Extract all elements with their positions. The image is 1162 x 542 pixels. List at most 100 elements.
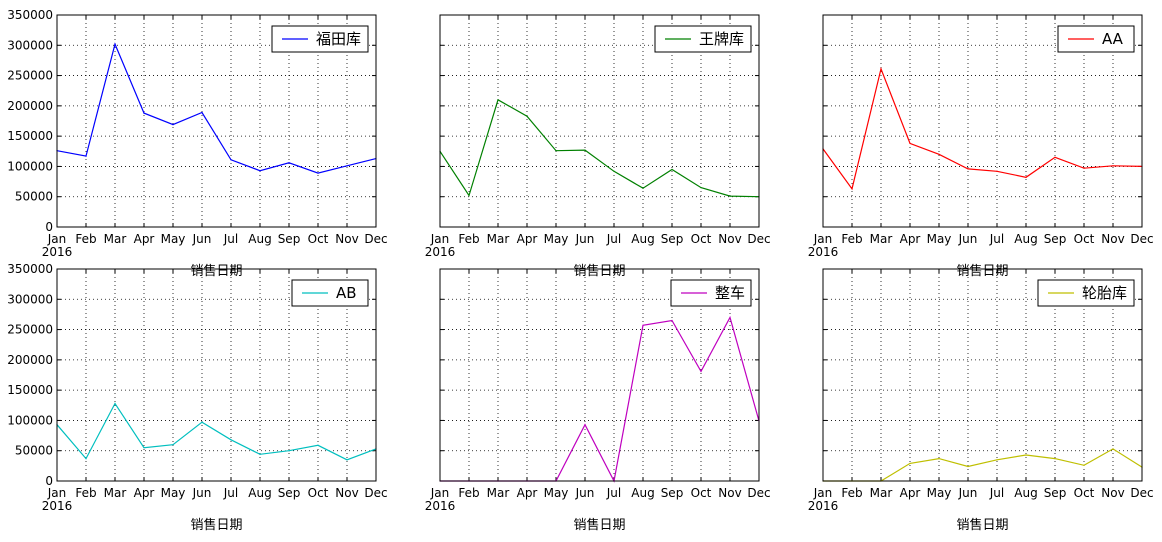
x-tick-label: Jun (958, 232, 978, 246)
data-point (642, 187, 644, 189)
data-point (172, 444, 174, 446)
x-tick-label: Jun (575, 232, 595, 246)
data-point (584, 424, 586, 426)
legend-label: AA (1102, 30, 1124, 48)
x-tick-label: Jan (47, 486, 67, 500)
legend-label: 整车 (715, 284, 745, 302)
data-point (172, 124, 174, 126)
data-point (526, 115, 528, 117)
x-tick-label: Nov (718, 232, 741, 246)
y-tick-label: 300000 (7, 38, 53, 52)
data-point (967, 168, 969, 170)
data-point (468, 194, 470, 197)
subplot-3: Jan Feb Mar Apr May Jun Jul Aug Sep Oct Nov Dec 2016… (808, 14, 1154, 279)
data-point (201, 111, 203, 114)
x-axis-label: 销售日期 (956, 263, 1008, 279)
legend-label: AB (336, 284, 357, 302)
series-line-3 (822, 66, 1143, 191)
series-line-2 (439, 98, 760, 198)
data-point (909, 462, 911, 465)
legend-label: 轮胎库 (1082, 284, 1127, 302)
x-tick-label: May (544, 232, 569, 246)
data-point (938, 153, 940, 155)
x-tick-label: Jul (606, 232, 621, 246)
data-point (1083, 464, 1085, 466)
x-tick-label: Dec (364, 486, 387, 500)
x-tick-label: Jun (192, 232, 212, 246)
x-year-label: 2016 (808, 499, 839, 513)
x-tick-label: Jan (813, 232, 833, 246)
data-point (1025, 454, 1027, 456)
data-point (201, 421, 203, 423)
x-tick-label: Aug (248, 486, 271, 500)
x-tick-label: Sep (1044, 486, 1067, 500)
x-tick-label: Jul (223, 486, 238, 500)
x-year-label: 2016 (42, 245, 73, 259)
x-tick-label: Dec (1130, 232, 1153, 246)
data-point (114, 402, 116, 405)
data-point (729, 316, 731, 319)
data-point (288, 450, 290, 452)
x-tick-label: Feb (458, 486, 479, 500)
x-tick-label: Dec (747, 486, 770, 500)
x-tick-label: Aug (1014, 486, 1037, 500)
y-tick-label: 200000 (7, 353, 53, 367)
x-axis-label: 销售日期 (190, 517, 242, 533)
x-tick-label: Sep (661, 486, 684, 500)
x-tick-label: May (927, 232, 952, 246)
y-tick-label: 50000 (15, 444, 53, 458)
y-tick-label: 100000 (7, 413, 53, 427)
x-axis-label: 销售日期 (573, 263, 625, 279)
x-tick-label: Nov (1101, 486, 1124, 500)
data-point (1112, 448, 1114, 450)
x-tick-label: Jan (430, 486, 450, 500)
x-tick-label: Feb (458, 232, 479, 246)
plot-frame (822, 268, 1143, 482)
x-axis-label: 销售日期 (573, 517, 625, 533)
subplot-2: Jan Feb Mar Apr May Jun Jul Aug Sep Oct Nov Dec 2016… (425, 14, 771, 279)
x-tick-label: Aug (1014, 232, 1037, 246)
data-point (555, 150, 557, 152)
y-tick-label: 350000 (7, 8, 53, 22)
x-tick-label: Apr (900, 232, 921, 246)
x-tick-label: Nov (335, 232, 358, 246)
data-point (642, 324, 644, 326)
x-tick-label: Mar (487, 486, 510, 500)
x-tick-label: Nov (718, 486, 741, 500)
data-point (967, 465, 969, 468)
y-tick-label: 0 (45, 220, 53, 234)
x-tick-label: Oct (1074, 232, 1095, 246)
data-point (613, 170, 615, 172)
x-tick-label: May (544, 486, 569, 500)
data-point (938, 457, 940, 460)
x-tick-label: Oct (308, 232, 329, 246)
x-tick-label: May (161, 486, 186, 500)
data-point (346, 459, 348, 461)
plot-frame (56, 14, 377, 228)
x-tick-label: Mar (104, 486, 127, 500)
data-point (85, 155, 87, 157)
x-tick-label: Aug (631, 486, 654, 500)
x-tick-label: Jul (989, 232, 1004, 246)
data-point (909, 142, 911, 145)
x-tick-label: Jun (575, 486, 595, 500)
data-point (584, 149, 586, 151)
x-tick-label: Oct (691, 486, 712, 500)
series-line-1 (56, 42, 377, 174)
x-tick-label: Jan (47, 232, 67, 246)
y-tick-label: 50000 (15, 190, 53, 204)
x-tick-label: Mar (487, 232, 510, 246)
x-tick-label: Sep (278, 232, 301, 246)
data-point (1083, 167, 1085, 169)
plot-frame (439, 14, 760, 228)
series-line-4 (56, 402, 377, 461)
x-tick-label: Dec (747, 232, 770, 246)
x-tick-label: Oct (1074, 486, 1095, 500)
data-point (671, 168, 673, 171)
x-tick-label: Mar (870, 232, 893, 246)
x-tick-label: Apr (900, 486, 921, 500)
series-line-6 (823, 448, 1143, 482)
x-tick-label: Oct (691, 232, 712, 246)
data-point (1112, 165, 1114, 167)
x-tick-label: Jun (192, 486, 212, 500)
